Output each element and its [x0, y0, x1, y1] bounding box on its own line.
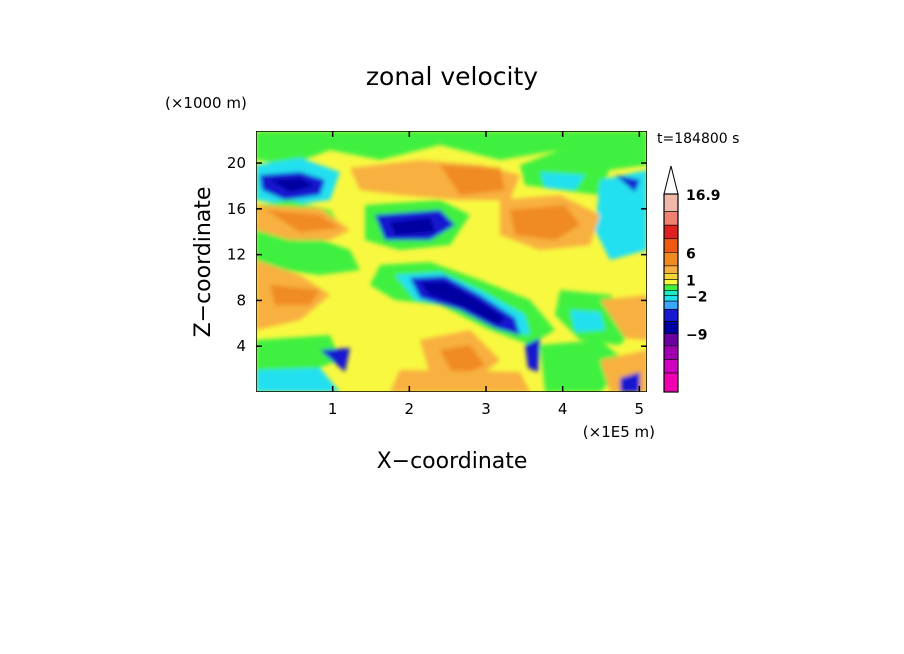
colorbar-swatch — [663, 295, 679, 302]
colorbar-swatch — [663, 273, 679, 280]
y-tick-label: 4 — [236, 337, 246, 355]
colorbar-label: −9 — [686, 328, 707, 344]
colorbar-swatch — [663, 284, 679, 291]
colorbar-label: −2 — [686, 290, 707, 306]
colorbar-swatch — [663, 333, 679, 347]
colorbar-label: 16.9 — [686, 188, 721, 204]
colorbar-label: 6 — [686, 246, 696, 262]
colorbar-label: 1 — [686, 273, 696, 289]
colorbar-swatch — [663, 372, 679, 393]
x-unit-label: (×1E5 m) — [583, 423, 655, 441]
colorbar-swatch — [663, 345, 679, 360]
y-unit-label: (×1000 m) — [165, 94, 247, 112]
colorbar-swatch — [663, 224, 679, 240]
chart-title: zonal velocity — [366, 62, 538, 91]
x-tick-label: 1 — [328, 400, 338, 418]
colorbar-swatch — [663, 279, 679, 286]
colorbar-swatch — [663, 359, 679, 374]
y-axis-ticks: 4 8 12 16 20 — [227, 154, 647, 355]
colorbar-swatch — [663, 308, 679, 322]
colorbar: 16.9 6 1−2 −9 — [663, 165, 721, 393]
x-tick-label: 5 — [635, 400, 645, 418]
colorbar-extend-arrow — [663, 165, 679, 195]
y-tick-label: 8 — [236, 291, 246, 309]
colorbar-swatch — [663, 321, 679, 334]
colorbar-swatch — [663, 193, 679, 212]
contour-field — [256, 131, 647, 392]
colorbar-frame — [663, 193, 679, 393]
x-axis-ticks: 1 2 3 4 5 — [328, 131, 644, 418]
x-tick-label: 4 — [558, 400, 568, 418]
colorbar-swatch — [663, 211, 679, 226]
x-tick-label: 2 — [405, 400, 415, 418]
colorbar-swatch — [663, 289, 679, 297]
colorbar-swatch — [663, 265, 679, 274]
y-tick-label: 20 — [227, 154, 246, 172]
x-axis-label: X−coordinate — [377, 449, 528, 474]
y-axis-label: Z−coordinate — [191, 187, 216, 338]
x-tick-label: 3 — [481, 400, 491, 418]
y-tick-label: 16 — [227, 200, 246, 218]
time-label: t=184800 s — [657, 131, 739, 147]
colorbar-swatch — [663, 300, 679, 310]
colorbar-swatch — [663, 252, 679, 267]
y-tick-label: 12 — [227, 246, 246, 264]
colorbar-swatch — [663, 238, 679, 253]
